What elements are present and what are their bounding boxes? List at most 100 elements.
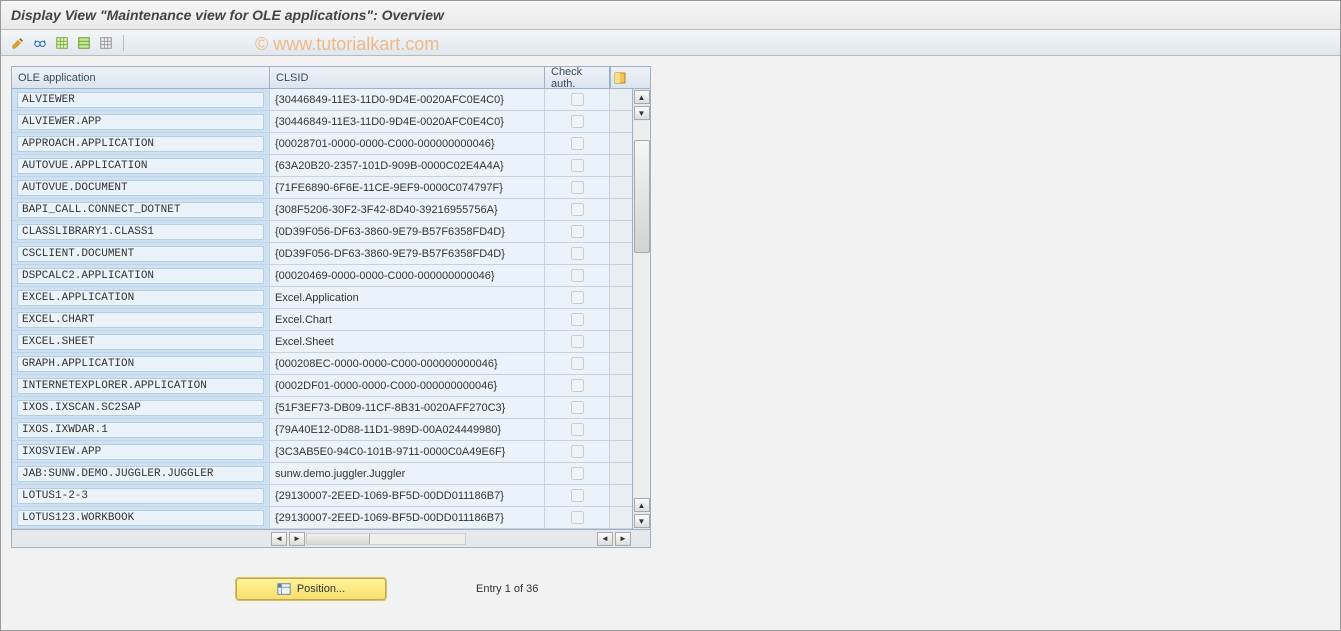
check-auth-checkbox[interactable] [571, 313, 584, 326]
vscroll-track[interactable] [634, 121, 650, 497]
check-auth-checkbox[interactable] [571, 291, 584, 304]
scroll-right-icon[interactable]: ► [289, 532, 305, 546]
cell-clsid[interactable]: {0D39F056-DF63-3860-9E79-B57F6358FD4D} [270, 221, 545, 242]
cell-check-auth[interactable] [545, 199, 610, 220]
cell-clsid[interactable]: {51F3EF73-DB09-11CF-8B31-0020AFF270C3} [270, 397, 545, 418]
table-grid-icon[interactable] [97, 34, 115, 52]
table-row[interactable]: IXOSVIEW.APP{3C3AB5E0-94C0-101B-9711-000… [12, 441, 632, 463]
scroll-up-icon[interactable]: ▲ [634, 90, 650, 104]
cell-ole-application[interactable]: AUTOVUE.APPLICATION [12, 155, 270, 176]
cell-ole-application[interactable]: CLASSLIBRARY1.CLASS1 [12, 221, 270, 242]
wrench-icon[interactable] [9, 34, 27, 52]
cell-check-auth[interactable] [545, 331, 610, 352]
check-auth-checkbox[interactable] [571, 225, 584, 238]
check-auth-checkbox[interactable] [571, 115, 584, 128]
scroll-left-icon[interactable]: ◄ [271, 532, 287, 546]
cell-clsid[interactable]: Excel.Chart [270, 309, 545, 330]
cell-check-auth[interactable] [545, 463, 610, 484]
cell-ole-application[interactable]: EXCEL.APPLICATION [12, 287, 270, 308]
table-row[interactable]: ALVIEWER.APP{30446849-11E3-11D0-9D4E-002… [12, 111, 632, 133]
cell-clsid[interactable]: {29130007-2EED-1069-BF5D-00DD011186B7} [270, 507, 545, 528]
column-header-clsid[interactable]: CLSID [270, 67, 545, 88]
cell-check-auth[interactable] [545, 133, 610, 154]
table-row[interactable]: BAPI_CALL.CONNECT_DOTNET{308F5206-30F2-3… [12, 199, 632, 221]
table-row[interactable]: IXOS.IXWDAR.1{79A40E12-0D88-11D1-989D-00… [12, 419, 632, 441]
cell-check-auth[interactable] [545, 89, 610, 110]
check-auth-checkbox[interactable] [571, 357, 584, 370]
cell-check-auth[interactable] [545, 177, 610, 198]
position-button[interactable]: Position... [236, 578, 386, 600]
hscroll-track[interactable] [306, 533, 466, 545]
check-auth-checkbox[interactable] [571, 335, 584, 348]
cell-clsid[interactable]: {00020469-0000-0000-C000-000000000046} [270, 265, 545, 286]
table-row[interactable]: EXCEL.APPLICATIONExcel.Application [12, 287, 632, 309]
cell-check-auth[interactable] [545, 419, 610, 440]
check-auth-checkbox[interactable] [571, 467, 584, 480]
table-row[interactable]: INTERNETEXPLORER.APPLICATION{0002DF01-00… [12, 375, 632, 397]
cell-clsid[interactable]: {000208EC-0000-0000-C000-000000000046} [270, 353, 545, 374]
cell-check-auth[interactable] [545, 397, 610, 418]
check-auth-checkbox[interactable] [571, 511, 584, 524]
table-row[interactable]: ALVIEWER{30446849-11E3-11D0-9D4E-0020AFC… [12, 89, 632, 111]
glasses-icon[interactable] [31, 34, 49, 52]
cell-ole-application[interactable]: EXCEL.SHEET [12, 331, 270, 352]
cell-clsid[interactable]: {0D39F056-DF63-3860-9E79-B57F6358FD4D} [270, 243, 545, 264]
cell-ole-application[interactable]: LOTUS1-2-3 [12, 485, 270, 506]
check-auth-checkbox[interactable] [571, 423, 584, 436]
grid-config-icon[interactable] [610, 67, 628, 88]
scroll-page-up-icon[interactable]: ▲ [634, 498, 650, 512]
cell-ole-application[interactable]: CSCLIENT.DOCUMENT [12, 243, 270, 264]
vertical-scrollbar[interactable]: ▲ ▼ ▲ ▼ [632, 89, 650, 529]
cell-check-auth[interactable] [545, 287, 610, 308]
check-auth-checkbox[interactable] [571, 445, 584, 458]
cell-check-auth[interactable] [545, 265, 610, 286]
cell-check-auth[interactable] [545, 441, 610, 462]
check-auth-checkbox[interactable] [571, 159, 584, 172]
check-auth-checkbox[interactable] [571, 489, 584, 502]
cell-clsid[interactable]: {63A20B20-2357-101D-909B-0000C02E4A4A} [270, 155, 545, 176]
cell-clsid[interactable]: {00028701-0000-0000-C000-000000000046} [270, 133, 545, 154]
cell-check-auth[interactable] [545, 507, 610, 528]
cell-check-auth[interactable] [545, 155, 610, 176]
check-auth-checkbox[interactable] [571, 379, 584, 392]
cell-check-auth[interactable] [545, 243, 610, 264]
check-auth-checkbox[interactable] [571, 401, 584, 414]
cell-ole-application[interactable]: IXOS.IXSCAN.SC2SAP [12, 397, 270, 418]
cell-clsid[interactable]: {30446849-11E3-11D0-9D4E-0020AFC0E4C0} [270, 89, 545, 110]
cell-ole-application[interactable]: ALVIEWER.APP [12, 111, 270, 132]
cell-ole-application[interactable]: IXOS.IXWDAR.1 [12, 419, 270, 440]
check-auth-checkbox[interactable] [571, 181, 584, 194]
cell-ole-application[interactable]: LOTUS123.WORKBOOK [12, 507, 270, 528]
cell-clsid[interactable]: {79A40E12-0D88-11D1-989D-00A024449980} [270, 419, 545, 440]
cell-check-auth[interactable] [545, 485, 610, 506]
table-row[interactable]: AUTOVUE.DOCUMENT{71FE6890-6F6E-11CE-9EF9… [12, 177, 632, 199]
cell-clsid[interactable]: {30446849-11E3-11D0-9D4E-0020AFC0E4C0} [270, 111, 545, 132]
table-row[interactable]: AUTOVUE.APPLICATION{63A20B20-2357-101D-9… [12, 155, 632, 177]
table-icon[interactable] [53, 34, 71, 52]
cell-ole-application[interactable]: IXOSVIEW.APP [12, 441, 270, 462]
cell-clsid[interactable]: {3C3AB5E0-94C0-101B-9711-0000C0A49E6F} [270, 441, 545, 462]
cell-check-auth[interactable] [545, 111, 610, 132]
cell-ole-application[interactable]: BAPI_CALL.CONNECT_DOTNET [12, 199, 270, 220]
scroll-end-left-icon[interactable]: ◄ [597, 532, 613, 546]
cell-ole-application[interactable]: DSPCALC2.APPLICATION [12, 265, 270, 286]
scroll-page-down-icon[interactable]: ▼ [634, 514, 650, 528]
column-header-app[interactable]: OLE application [12, 67, 270, 88]
vscroll-thumb[interactable] [634, 140, 650, 253]
check-auth-checkbox[interactable] [571, 137, 584, 150]
cell-ole-application[interactable]: ALVIEWER [12, 89, 270, 110]
table-row[interactable]: GRAPH.APPLICATION{000208EC-0000-0000-C00… [12, 353, 632, 375]
table-row[interactable]: APPROACH.APPLICATION{00028701-0000-0000-… [12, 133, 632, 155]
table-row[interactable]: JAB:SUNW.DEMO.JUGGLER.JUGGLERsunw.demo.j… [12, 463, 632, 485]
scroll-end-right-icon[interactable]: ► [615, 532, 631, 546]
cell-clsid[interactable]: {71FE6890-6F6E-11CE-9EF9-0000C074797F} [270, 177, 545, 198]
cell-clsid[interactable]: {0002DF01-0000-0000-C000-000000000046} [270, 375, 545, 396]
hscroll-thumb[interactable] [307, 534, 370, 544]
table-green-icon[interactable] [75, 34, 93, 52]
cell-ole-application[interactable]: APPROACH.APPLICATION [12, 133, 270, 154]
check-auth-checkbox[interactable] [571, 203, 584, 216]
check-auth-checkbox[interactable] [571, 247, 584, 260]
scroll-down-icon[interactable]: ▼ [634, 106, 650, 120]
cell-ole-application[interactable]: GRAPH.APPLICATION [12, 353, 270, 374]
cell-clsid[interactable]: sunw.demo.juggler.Juggler [270, 463, 545, 484]
